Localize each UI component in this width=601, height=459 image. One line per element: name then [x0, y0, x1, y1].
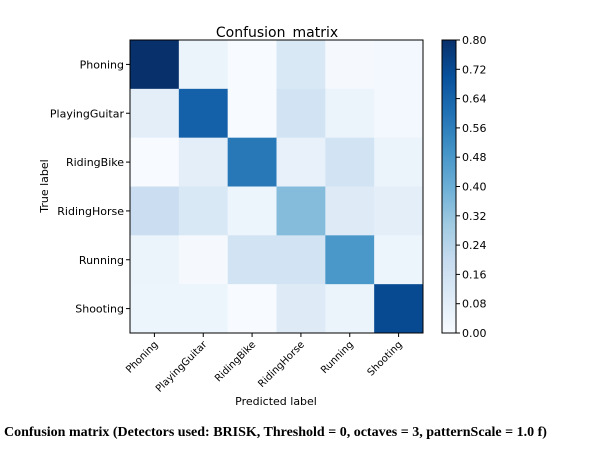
confusion-matrix-chart: Confusion_matrix PhoningPlayingGuitarRid…	[38, 25, 487, 408]
heatmap-cell-3-1	[178, 186, 229, 236]
colorbar-tick-label: 0.08	[462, 298, 487, 311]
heatmap-cell-2-3	[276, 137, 326, 187]
colorbar	[441, 39, 457, 334]
heatmap-cell-0-3	[276, 40, 326, 90]
heatmap-cell-5-1	[178, 284, 229, 334]
colorbar-tick-label: 0.72	[462, 63, 487, 76]
heatmap-cell-4-5	[374, 235, 424, 285]
heatmap-cell-1-0	[130, 88, 180, 139]
heatmap-cell-3-5	[374, 186, 424, 236]
y-axis-label: True label	[38, 159, 51, 213]
chart-title: Confusion_matrix	[216, 25, 338, 41]
heatmap-cell-4-0	[130, 235, 180, 285]
colorbar-tick-label: 0.64	[462, 93, 487, 106]
x-axis-label: Predicted label	[235, 395, 317, 408]
heatmap-cell-4-3	[276, 235, 326, 285]
heatmap-cell-4-4	[325, 235, 375, 285]
colorbar-tick-label: 0.32	[462, 210, 487, 223]
colorbar-tick-label: 0.80	[462, 34, 487, 47]
x-tick-label: PlayingGuitar	[154, 339, 210, 395]
heatmap-cell-1-1	[178, 88, 229, 139]
x-tick-label: Running	[319, 339, 356, 376]
plot-frame	[129, 39, 424, 334]
heatmap-cell-2-1	[178, 137, 229, 187]
y-tick-labels: Phoning PlayingGuitar RidingBike RidingHors…	[50, 58, 130, 316]
heatmap-cell-1-5	[374, 88, 424, 139]
heatmap-cell-2-0	[130, 137, 180, 187]
heatmap-cell-1-2	[227, 88, 277, 139]
y-tick-label: Phoning	[80, 58, 124, 71]
y-tick-label: RidingBike	[66, 156, 124, 169]
heatmap-cell-2-4	[325, 137, 375, 187]
heatmap-cell-0-5	[374, 40, 424, 90]
heatmap-cell-3-4	[325, 186, 375, 236]
heatmap-cell-0-4	[325, 40, 375, 90]
heatmap-cell-1-4	[325, 88, 375, 139]
colorbar-tick-label: 0.00	[462, 327, 487, 340]
colorbar-tick-label: 0.24	[462, 239, 487, 252]
x-tick-label: Phoning	[124, 339, 160, 375]
y-tick-label: Running	[79, 254, 124, 267]
heatmap-cell-4-1	[178, 235, 229, 285]
x-tick-label: RidingHorse	[256, 339, 307, 390]
heatmap-cell-5-4	[325, 284, 375, 334]
x-tick-label: Shooting	[366, 339, 405, 378]
heatmap-cell-0-0	[130, 40, 180, 90]
heatmap-cell-5-5	[374, 284, 424, 334]
colorbar-tick-label: 0.56	[462, 122, 487, 135]
y-tick-label: PlayingGuitar	[50, 107, 125, 120]
heatmap-cell-2-5	[374, 137, 424, 187]
heatmap-cell-0-2	[227, 40, 277, 90]
heatmap-cell-3-2	[227, 186, 277, 236]
y-tick-label: RidingHorse	[57, 205, 124, 218]
colorbar-tick-label: 0.16	[462, 268, 487, 281]
heatmap-cell-2-2	[227, 137, 277, 187]
colorbar-tick-label: 0.48	[462, 151, 487, 164]
heatmap-cell-5-2	[227, 284, 277, 334]
heatmap-cell-5-3	[276, 284, 326, 334]
heatmap-cell-3-3	[276, 186, 326, 236]
colorbar-tick-label: 0.40	[462, 181, 487, 194]
x-tick-label: RidingBike	[213, 339, 258, 384]
y-tick-label: Shooting	[75, 303, 124, 316]
heatmap-cell-1-3	[276, 88, 326, 139]
heatmap-cell-3-0	[130, 186, 180, 236]
heatmap-cells	[130, 40, 424, 334]
heatmap-cell-0-1	[178, 40, 229, 90]
heatmap-cell-5-0	[130, 284, 180, 334]
colorbar-ticks: 0.00 0.08 0.16 0.24 0.32 0.40 0.48 0.56 0.64 0.72…	[456, 34, 487, 340]
figure-caption: Confusion matrix (Detectors used: BRISK,…	[4, 425, 547, 440]
heatmap-cell-4-2	[227, 235, 277, 285]
